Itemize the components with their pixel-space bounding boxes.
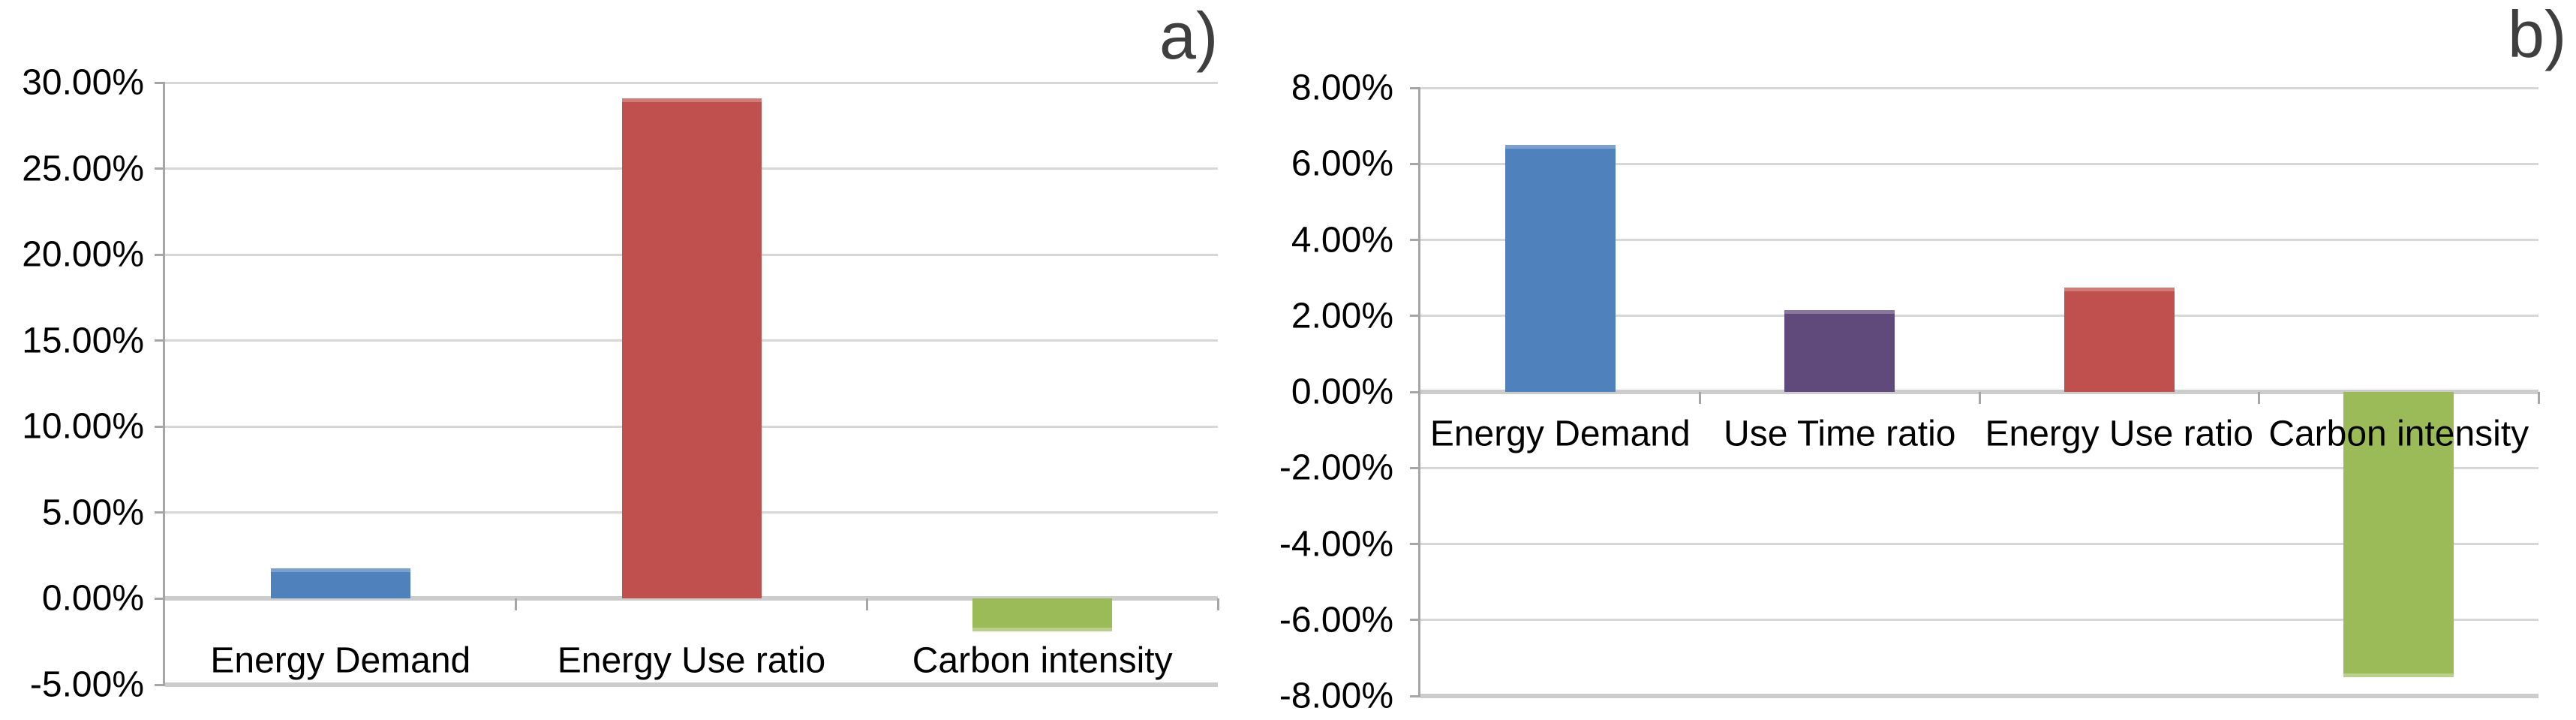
category-label-energy-demand: Energy Demand xyxy=(1429,414,1691,454)
bar-energy-use-ratio xyxy=(621,98,762,599)
x-tick-mark xyxy=(1216,598,1219,611)
gridline--2 xyxy=(1420,466,2538,469)
y-tick-label-4-00-: 4.00% xyxy=(1291,220,1393,260)
y-tick-label-0-00-: 0.00% xyxy=(1291,372,1393,412)
y-tick-mark xyxy=(1410,162,1420,165)
bar-carbon-intensity xyxy=(2343,392,2454,677)
x-tick-mark xyxy=(2258,392,2260,404)
y-axis-line xyxy=(1418,88,1420,696)
y-tick-mark xyxy=(1410,694,1420,697)
chart-panel-a: a) 30.00% 25.00% 20.00% 15.00% 10.00% 5.00% 0.… xyxy=(22,0,1219,705)
y-tick-mark xyxy=(1410,466,1420,469)
panel-label-a: a) xyxy=(1159,0,1219,73)
gridline-2 xyxy=(1420,315,2538,318)
category-label-energy-use-ratio: Energy Use ratio xyxy=(557,640,826,681)
gridline--4 xyxy=(1420,543,2538,545)
y-tick-label--6-00-: -6.00% xyxy=(1279,600,1393,640)
category-label-carbon-intensity: Carbon intensity xyxy=(2268,414,2529,454)
y-tick-label--2-00-: -2.00% xyxy=(1279,447,1393,488)
y-tick-mark xyxy=(1410,619,1420,622)
gridline-0 xyxy=(165,596,1218,601)
y-tick-label-6-00-: 6.00% xyxy=(1291,143,1393,184)
y-tick-label-10-00-: 10.00% xyxy=(22,406,144,447)
plot-area-a xyxy=(165,81,1218,687)
x-tick-mark xyxy=(1699,392,1701,404)
y-tick-mark xyxy=(155,253,165,256)
y-tick-label-8-00-: 8.00% xyxy=(1291,68,1393,108)
y-tick-mark xyxy=(1410,543,1420,545)
y-tick-mark xyxy=(155,81,165,84)
gridline--8 xyxy=(1420,694,2538,698)
y-tick-mark xyxy=(155,683,165,686)
y-tick-label-5-00-: 5.00% xyxy=(41,493,144,533)
gridline-8 xyxy=(1420,86,2538,89)
bar-energy-demand xyxy=(270,568,410,599)
category-label-energy-demand: Energy Demand xyxy=(210,640,471,681)
bar-energy-use-ratio xyxy=(2064,287,2175,392)
y-tick-label-0-00-: 0.00% xyxy=(41,578,144,619)
category-label-use-time-ratio: Use Time ratio xyxy=(1724,414,1956,454)
x-tick-mark xyxy=(865,598,868,611)
bar-carbon-intensity xyxy=(972,598,1113,631)
x-tick-mark xyxy=(2537,392,2540,404)
y-tick-label--5-00-: -5.00% xyxy=(29,664,144,705)
gridline--5 xyxy=(165,682,1218,687)
y-tick-label--4-00-: -4.00% xyxy=(1279,524,1393,564)
bar-energy-demand xyxy=(1504,144,1616,392)
y-tick-mark xyxy=(155,167,165,170)
y-tick-mark xyxy=(1410,239,1420,241)
gridline-4 xyxy=(1420,239,2538,241)
category-label-carbon-intensity: Carbon intensity xyxy=(912,640,1173,681)
y-tick-label-2-00-: 2.00% xyxy=(1291,296,1393,336)
y-tick-mark xyxy=(155,425,165,428)
x-tick-mark xyxy=(1978,392,1981,404)
gridline-30 xyxy=(165,81,1218,84)
plot-area-b xyxy=(1420,86,2538,698)
gridline--6 xyxy=(1420,619,2538,622)
y-tick-label-25-00-: 25.00% xyxy=(22,149,144,189)
y-tick-mark xyxy=(155,339,165,342)
y-tick-mark xyxy=(155,597,165,600)
y-tick-label-30-00-: 30.00% xyxy=(22,62,144,103)
y-tick-label--8-00-: -8.00% xyxy=(1279,676,1393,716)
y-axis-line xyxy=(163,83,165,685)
x-tick-mark xyxy=(515,598,518,611)
category-label-energy-use-ratio: Energy Use ratio xyxy=(1985,414,2254,454)
chart-panel-b: b) 8.00% 6.00% 4.00% 2.00% 0.00% -2.00% -4.00%… xyxy=(1279,0,2576,720)
y-tick-mark xyxy=(1410,86,1420,89)
y-tick-label-15-00-: 15.00% xyxy=(22,321,144,361)
panel-label-b: b) xyxy=(2508,0,2567,71)
gridline-6 xyxy=(1420,162,2538,165)
y-tick-mark xyxy=(155,511,165,514)
bar-use-time-ratio xyxy=(1784,310,1895,392)
y-tick-mark xyxy=(1410,315,1420,318)
y-tick-mark xyxy=(1410,390,1420,393)
y-tick-label-20-00-: 20.00% xyxy=(22,234,144,275)
